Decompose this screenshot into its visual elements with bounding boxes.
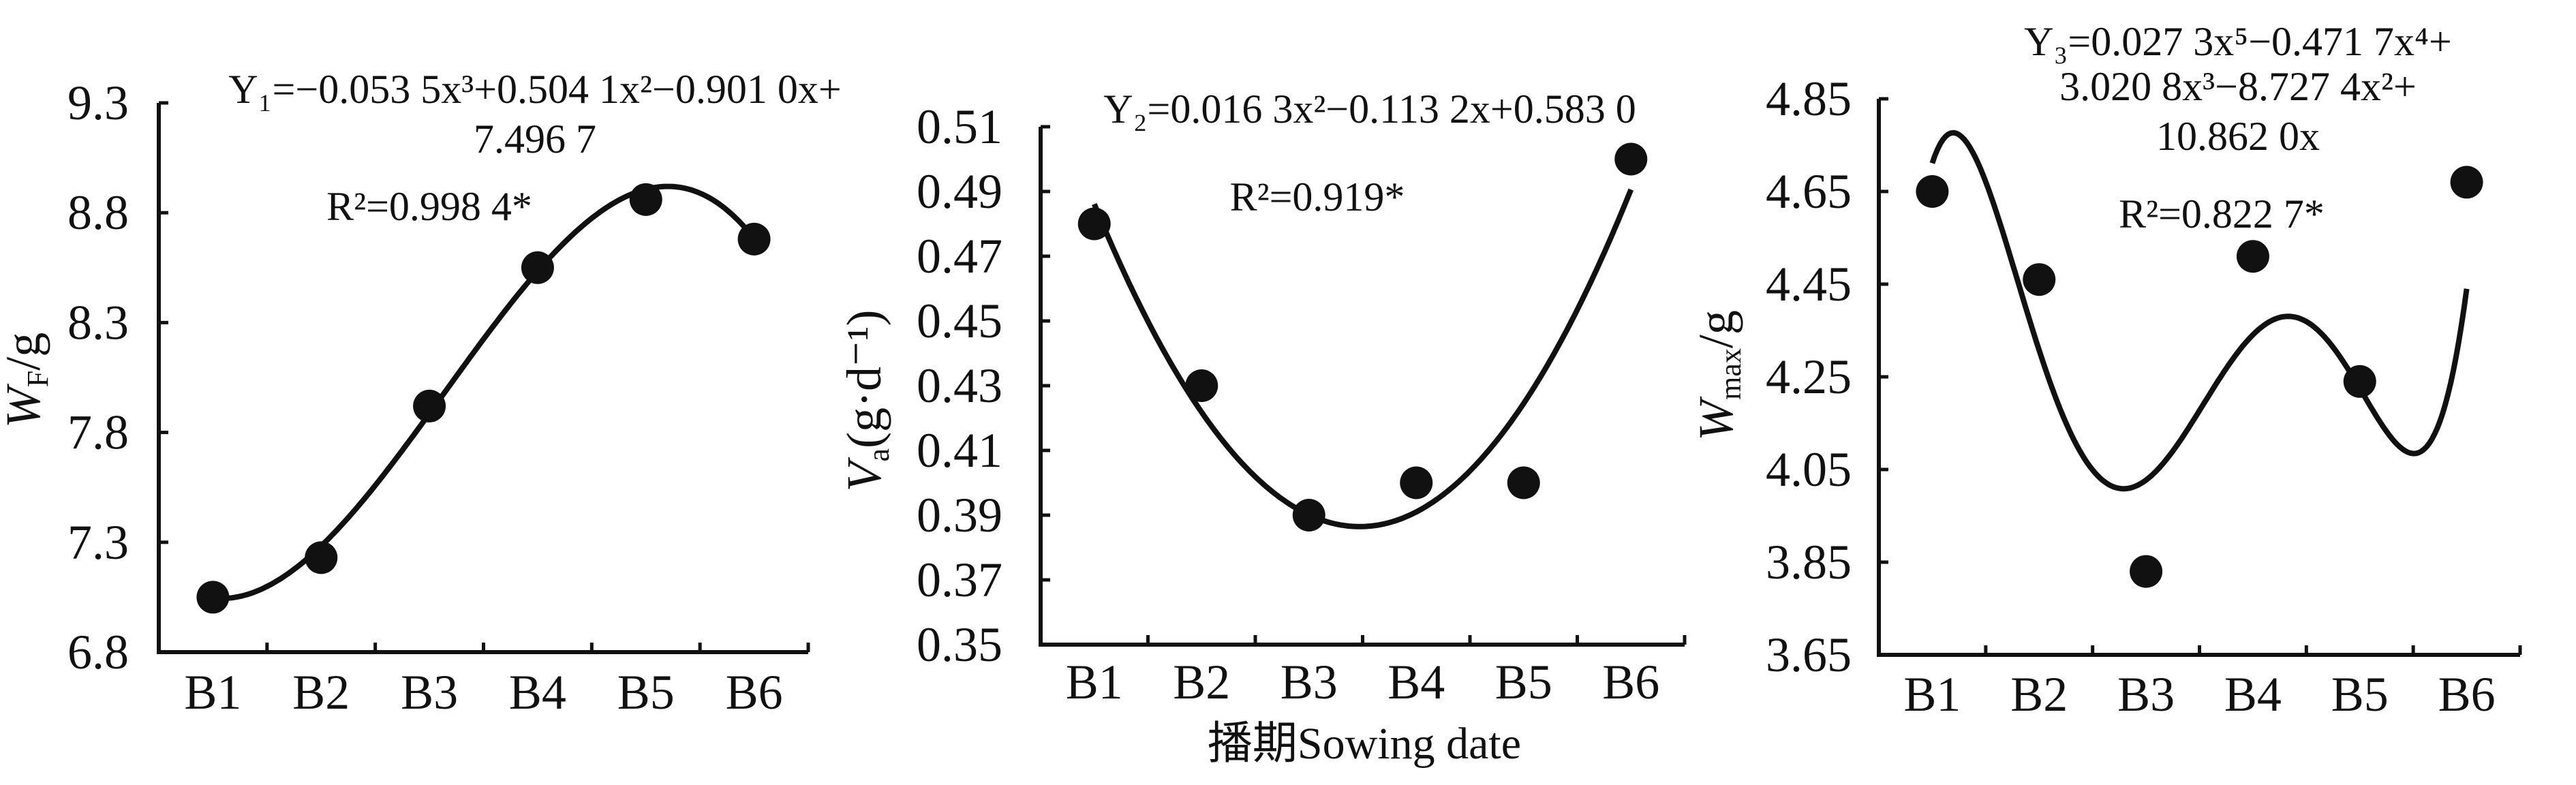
y-tick-label: 3.85 xyxy=(1766,535,1852,589)
y-tick-label: 0.35 xyxy=(917,617,1002,672)
r-squared-label: R²=0.822 7* xyxy=(2119,191,2325,236)
y-tick-label: 0.49 xyxy=(917,164,1002,219)
y-title-sub: max xyxy=(1714,348,1747,400)
y-tick-label: 4.85 xyxy=(1766,72,1852,126)
x-tick-label: B2 xyxy=(2010,667,2068,722)
fit-curve xyxy=(1092,188,1634,529)
y-tick-label: 3.65 xyxy=(1766,628,1852,682)
fit-equation-line: Y₂=0.016 3x²−0.113 2x+0.583 0 xyxy=(1103,87,1636,132)
r-squared-label: R²=0.998 4* xyxy=(326,184,532,229)
fit-equation-line: 10.862 0x xyxy=(2156,114,2320,159)
data-point-B6 xyxy=(737,222,771,256)
chart-panel-3: 3.65 3.85 4.05 4.25 4.45 4.65 4.85 B1 B2 B3 B4 B5 B6… xyxy=(1689,19,2522,722)
data-point-B4 xyxy=(2236,240,2269,273)
data-point-B4 xyxy=(521,251,554,284)
y-tick-label: 9.3 xyxy=(67,76,129,130)
data-point-B2 xyxy=(305,541,338,574)
fit-curve xyxy=(1929,129,2470,492)
data-point-B3 xyxy=(1292,499,1325,532)
data-point-B2 xyxy=(1185,369,1218,402)
x-tick-label: B6 xyxy=(1602,655,1659,709)
fit-curve xyxy=(213,183,756,602)
y-tick-label: 4.25 xyxy=(1766,350,1852,404)
y-tick-label: 0.51 xyxy=(917,99,1002,154)
y-tick-label: 0.41 xyxy=(917,423,1002,478)
y-tick-label: 8.8 xyxy=(67,185,129,240)
y-tick-label: 0.37 xyxy=(917,553,1002,607)
data-point-B2 xyxy=(2023,263,2056,296)
y-title-main: W xyxy=(1689,396,1743,441)
y-axis-title: Wmax/g xyxy=(1689,310,1747,441)
y-tick-label: 7.8 xyxy=(67,405,129,460)
x-tick-label: B1 xyxy=(1903,667,1961,722)
fit-equation-line: 7.496 7 xyxy=(474,117,596,161)
y-title-main: W xyxy=(0,383,50,428)
y-title-unit: (g·d⁻¹) xyxy=(837,309,891,448)
x-tick-label: B5 xyxy=(1495,655,1552,709)
x-axis-title: 播期Sowing date xyxy=(1208,719,1521,769)
y-tick-label: 4.05 xyxy=(1766,442,1852,497)
y-title-unit: /g xyxy=(1689,310,1743,348)
y-tick-label: 0.47 xyxy=(917,229,1002,283)
fit-equation-line: Y₃=0.027 3x⁵−0.471 7x⁴+ xyxy=(2024,19,2452,64)
r-squared-label: R²=0.919* xyxy=(1230,174,1405,219)
fit-equation-line: 3.020 8x³−8.727 4x²+ xyxy=(2059,64,2417,109)
data-point-B6 xyxy=(1614,142,1648,176)
x-tick-label: B4 xyxy=(2224,667,2282,722)
x-tick-label: B2 xyxy=(1173,655,1230,709)
x-tick-label: B6 xyxy=(726,665,783,720)
data-point-B4 xyxy=(1400,466,1433,499)
x-tick-label: B3 xyxy=(2117,667,2175,722)
fit-equation-line: Y₁=−0.053 5x³+0.504 1x²−0.901 0x+ xyxy=(228,67,841,112)
y-tick-label: 4.45 xyxy=(1766,257,1852,311)
y-tick-label: 8.3 xyxy=(67,295,129,350)
x-tick-label: B2 xyxy=(292,665,350,720)
y-tick-label: 0.39 xyxy=(917,488,1002,542)
data-point-B5 xyxy=(2343,365,2376,398)
chart-panel-2: 0.35 0.37 0.39 0.41 0.43 0.45 0.47 0.49 0.51 B1 B2… xyxy=(837,87,1687,769)
chart-panel-1: 6.8 7.3 7.8 8.3 8.8 9.3 B1 B2 B3 B4 B5 B6 Y₁=−0.053 … xyxy=(0,67,842,720)
x-tick-label: B6 xyxy=(2438,667,2496,722)
y-axis-title: Va(g·d⁻¹) xyxy=(837,309,895,491)
data-point-B3 xyxy=(2130,555,2163,588)
x-tick-label: B4 xyxy=(1387,655,1445,709)
y-axis-title: WF/g xyxy=(0,333,55,428)
data-point-B1 xyxy=(1916,175,1949,208)
x-tick-label: B1 xyxy=(184,665,241,720)
y-title-sub: a xyxy=(862,448,895,462)
y-tick-label: 0.43 xyxy=(917,358,1002,413)
x-tick-label: B1 xyxy=(1066,655,1123,709)
x-tick-label: B4 xyxy=(509,665,566,720)
y-title-sub: F xyxy=(21,371,55,387)
data-point-B1 xyxy=(196,581,230,614)
data-point-B1 xyxy=(1077,207,1111,241)
y-title-unit: /g xyxy=(0,333,50,371)
x-tick-label: B3 xyxy=(401,665,458,720)
data-point-B5 xyxy=(1507,466,1540,499)
y-tick-label: 7.3 xyxy=(67,515,129,570)
y-tick-label: 6.8 xyxy=(67,625,129,679)
data-point-B6 xyxy=(2450,166,2483,199)
y-title-main: V xyxy=(837,457,891,492)
y-tick-label: 4.65 xyxy=(1766,164,1852,219)
data-point-B5 xyxy=(629,183,662,216)
y-tick-label: 0.45 xyxy=(917,294,1002,348)
x-tick-label: B5 xyxy=(617,665,675,720)
data-point-B3 xyxy=(413,389,446,422)
x-tick-label: B3 xyxy=(1281,655,1338,709)
x-tick-label: B5 xyxy=(2331,667,2389,722)
